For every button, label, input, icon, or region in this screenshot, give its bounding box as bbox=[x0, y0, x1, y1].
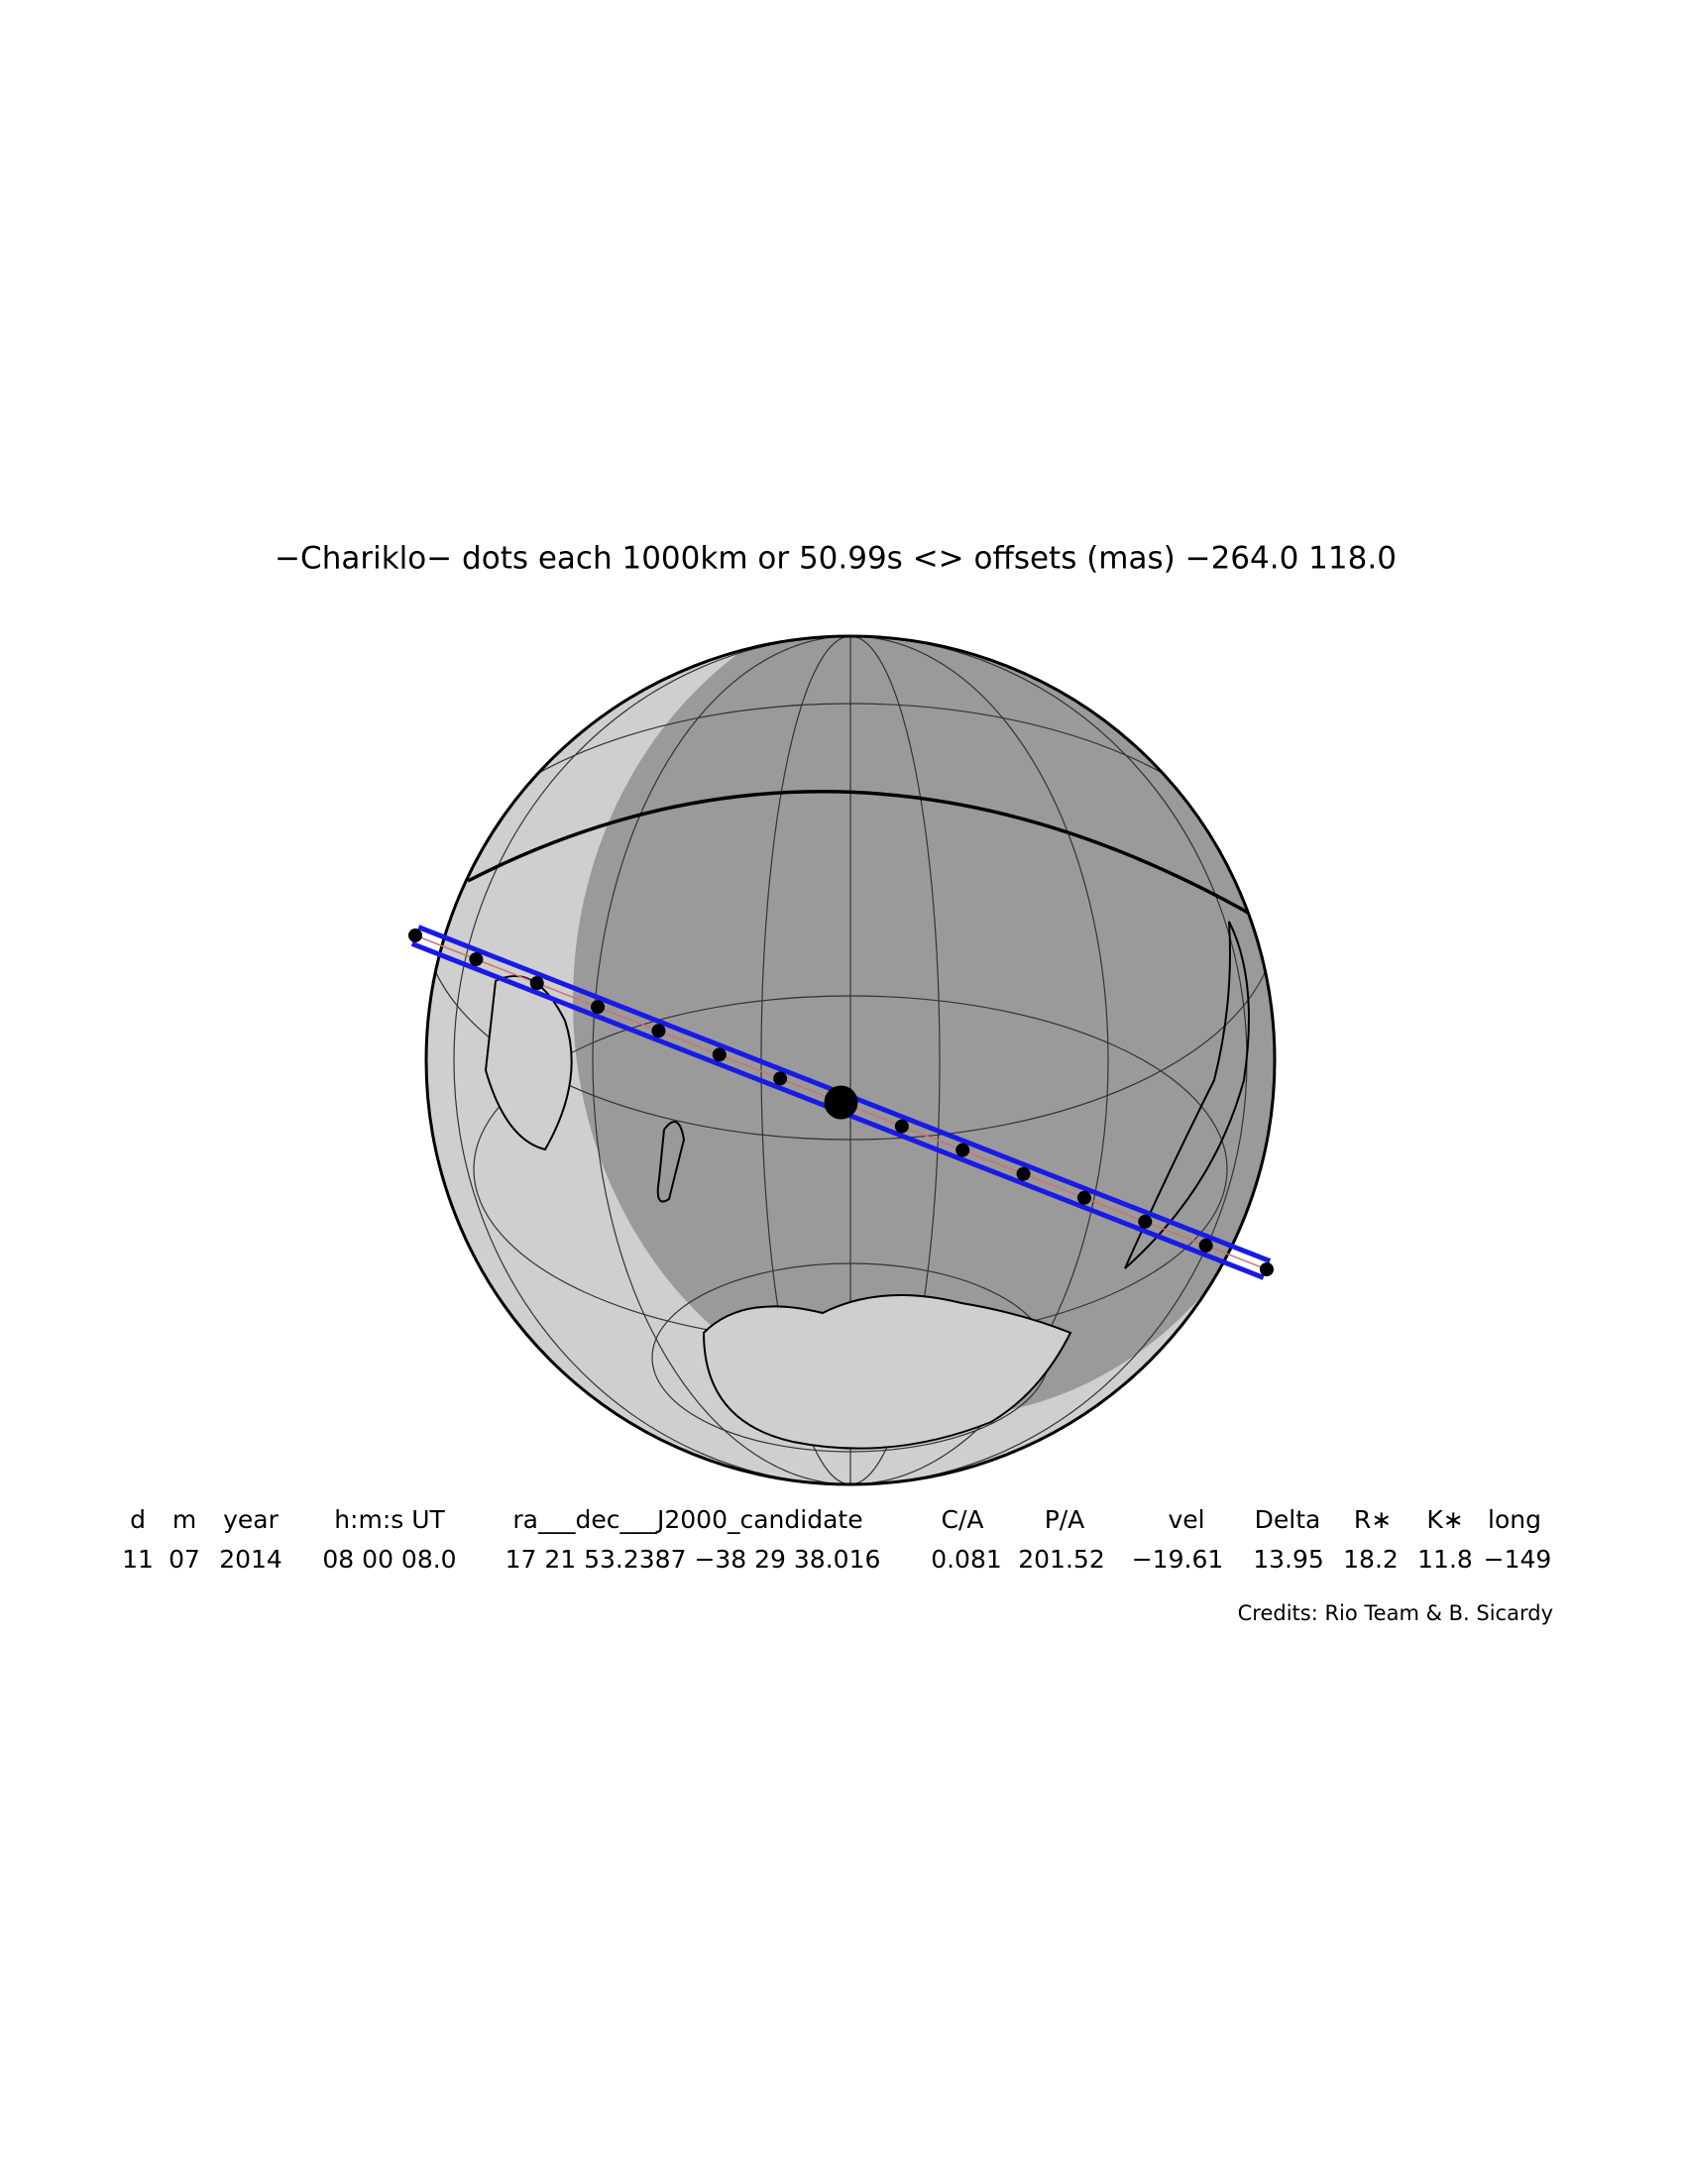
column-header: d bbox=[130, 1505, 146, 1534]
track-dot bbox=[1076, 1190, 1091, 1205]
column-header: vel bbox=[1168, 1505, 1204, 1534]
column-header: ra___dec___J2000_candidate bbox=[512, 1505, 862, 1534]
cell-value: 11 bbox=[122, 1545, 154, 1574]
column-header: year bbox=[223, 1505, 279, 1534]
track-dot bbox=[1016, 1166, 1031, 1181]
cell-value: 201.52 bbox=[1018, 1545, 1104, 1574]
track-dot bbox=[469, 952, 484, 967]
cell-value: 11.8 bbox=[1417, 1545, 1473, 1574]
cell-value: 0.081 bbox=[931, 1545, 1002, 1574]
column-header: P/A bbox=[1045, 1505, 1085, 1534]
track-dot bbox=[1260, 1262, 1274, 1276]
column-header: long bbox=[1488, 1505, 1541, 1534]
track-dot bbox=[1138, 1214, 1153, 1229]
track-dot bbox=[529, 976, 544, 991]
globe bbox=[424, 634, 1277, 1486]
track-dot bbox=[591, 1000, 606, 1015]
cell-value: 08 00 08.0 bbox=[322, 1545, 456, 1574]
track-dot bbox=[1198, 1238, 1213, 1253]
cell-value: 13.95 bbox=[1253, 1545, 1324, 1574]
column-header: K∗ bbox=[1426, 1505, 1463, 1534]
shadow-track bbox=[408, 925, 1274, 1280]
track-dot bbox=[651, 1024, 666, 1038]
cell-value: 18.2 bbox=[1343, 1545, 1399, 1574]
track-dot bbox=[955, 1143, 970, 1157]
cell-value: −149 bbox=[1484, 1545, 1552, 1574]
map-title: −Chariklo− dots each 1000km or 50.99s <>… bbox=[275, 541, 1397, 577]
closest-approach-dot bbox=[824, 1085, 858, 1120]
track-dot bbox=[408, 928, 422, 942]
track-dot bbox=[894, 1119, 909, 1134]
cell-value: 2014 bbox=[219, 1545, 282, 1574]
column-header: h:m:s UT bbox=[334, 1505, 445, 1534]
cell-value: −19.61 bbox=[1132, 1545, 1224, 1574]
column-header: Delta bbox=[1255, 1505, 1321, 1534]
column-header: C/A bbox=[942, 1505, 984, 1534]
cell-value: 07 bbox=[168, 1545, 200, 1574]
track-dot bbox=[712, 1047, 727, 1062]
column-header: m bbox=[172, 1505, 196, 1534]
track-dot bbox=[773, 1071, 788, 1086]
cell-value: 17 21 53.2387 −38 29 38.016 bbox=[506, 1545, 881, 1574]
event-table: d m year h:m:s UT ra___dec___J2000_candidate… bbox=[122, 1505, 1551, 1574]
column-header: R∗ bbox=[1354, 1505, 1392, 1534]
credits: Credits: Rio Team & B. Sicardy bbox=[1238, 1601, 1553, 1625]
